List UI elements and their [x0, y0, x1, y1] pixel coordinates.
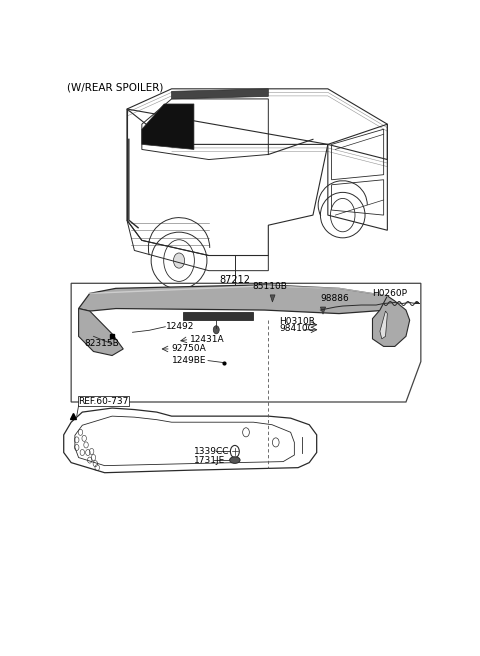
- Text: 98886: 98886: [321, 295, 349, 304]
- Text: 85110B: 85110B: [253, 282, 288, 291]
- Text: 12431A: 12431A: [190, 335, 225, 344]
- Circle shape: [213, 326, 219, 334]
- Ellipse shape: [229, 457, 240, 463]
- Polygon shape: [79, 285, 395, 314]
- Text: 1339CC: 1339CC: [194, 447, 229, 456]
- Text: 1249BE: 1249BE: [172, 356, 206, 365]
- Text: 87212: 87212: [219, 275, 251, 285]
- Polygon shape: [372, 296, 410, 346]
- Polygon shape: [321, 307, 325, 314]
- Polygon shape: [380, 311, 387, 339]
- Polygon shape: [172, 89, 268, 99]
- Text: 1731JE: 1731JE: [194, 455, 225, 464]
- Polygon shape: [79, 308, 123, 356]
- Text: 98410C: 98410C: [279, 324, 314, 333]
- Polygon shape: [183, 312, 253, 320]
- Text: REF.60-737: REF.60-737: [79, 396, 129, 405]
- Polygon shape: [142, 104, 194, 150]
- Text: 82315B: 82315B: [84, 339, 119, 348]
- Text: H0310R: H0310R: [279, 317, 315, 325]
- Text: H0260P: H0260P: [372, 289, 408, 298]
- Text: (W/REAR SPOILER): (W/REAR SPOILER): [67, 83, 164, 92]
- Text: 92750A: 92750A: [172, 344, 206, 354]
- Circle shape: [173, 253, 185, 268]
- Text: 12492: 12492: [166, 321, 194, 331]
- Polygon shape: [270, 295, 275, 302]
